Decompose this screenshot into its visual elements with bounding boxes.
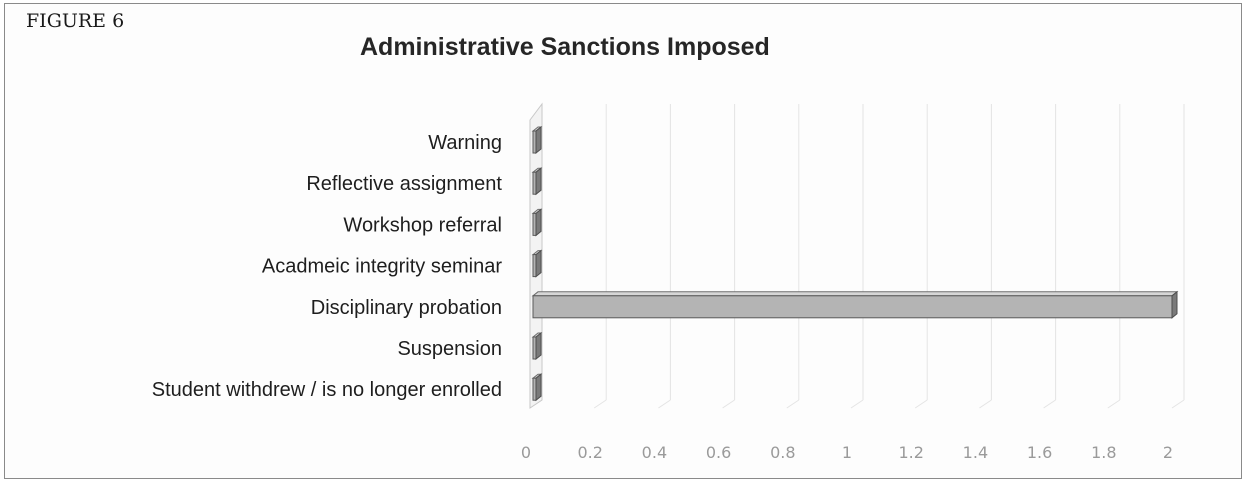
x-tick-label-10: 2 <box>1163 443 1173 462</box>
bar-0 <box>531 125 543 155</box>
category-label-3: Acadmeic integrity seminar <box>262 256 502 278</box>
bar-1 <box>531 167 543 196</box>
figure-label: FIGURE 6 <box>26 10 125 32</box>
floor-gridline-7 <box>979 399 992 409</box>
bar-6 <box>531 373 543 402</box>
x-tick-label-4: 0.8 <box>770 443 795 462</box>
bar-end-5 <box>535 331 542 361</box>
floor-gridline-8 <box>1043 399 1056 409</box>
floor-gridline-5 <box>850 399 864 409</box>
floor-gridline-4 <box>786 399 800 409</box>
bar-top-4 <box>531 291 1179 297</box>
bar-3 <box>531 249 543 278</box>
category-label-4: Disciplinary probation <box>311 297 502 319</box>
category-label-5: Suspension <box>397 338 502 360</box>
x-tick-label-5: 1 <box>842 443 852 462</box>
chart-title: Administrative Sanctions Imposed <box>360 33 770 61</box>
x-tick-label-1: 0.2 <box>577 443 602 462</box>
x-tick-label-3: 0.6 <box>706 443 731 462</box>
chart-bars <box>531 125 1179 402</box>
floor-gridline-9 <box>1107 399 1121 409</box>
bar-5 <box>531 331 543 361</box>
bar-end-6 <box>535 373 542 402</box>
category-label-2: Workshop referral <box>343 214 502 236</box>
bar-end-2 <box>535 208 542 237</box>
bar-end-1 <box>535 167 542 196</box>
category-label-0: Warning <box>428 132 502 154</box>
x-tick-label-9: 1.8 <box>1091 443 1116 462</box>
floor-gridline-1 <box>593 399 607 409</box>
x-tick-label-6: 1.2 <box>898 443 923 462</box>
x-tick-label-0: 0 <box>521 443 531 462</box>
chart-frame <box>4 3 1242 479</box>
chart-x-ticks: 0 0.2 0.4 0.6 0.8 1 1.2 1.4 1.6 1.8 2 <box>521 443 1173 462</box>
bar-2 <box>531 208 543 237</box>
x-tick-label-7: 1.4 <box>963 443 988 462</box>
chart-category-labels: Warning Reflective assignment Workshop ref… <box>152 132 503 401</box>
chart-grid <box>529 102 1185 409</box>
x-tick-label-2: 0.4 <box>642 443 667 462</box>
bar-front-4 <box>532 295 1173 319</box>
bar-end-4 <box>1171 290 1178 319</box>
floor-gridline-3 <box>722 399 735 409</box>
category-label-6: Student withdrew / is no longer enrolled <box>152 379 502 401</box>
bar-end-0 <box>535 125 542 155</box>
floor-gridline-10 <box>1171 399 1185 409</box>
floor-gridline-6 <box>914 399 928 409</box>
x-tick-label-8: 1.6 <box>1027 443 1052 462</box>
category-label-1: Reflective assignment <box>306 173 502 195</box>
floor-gridline-2 <box>658 399 671 409</box>
bar-end-3 <box>535 249 542 278</box>
bar-4 <box>531 290 1179 319</box>
